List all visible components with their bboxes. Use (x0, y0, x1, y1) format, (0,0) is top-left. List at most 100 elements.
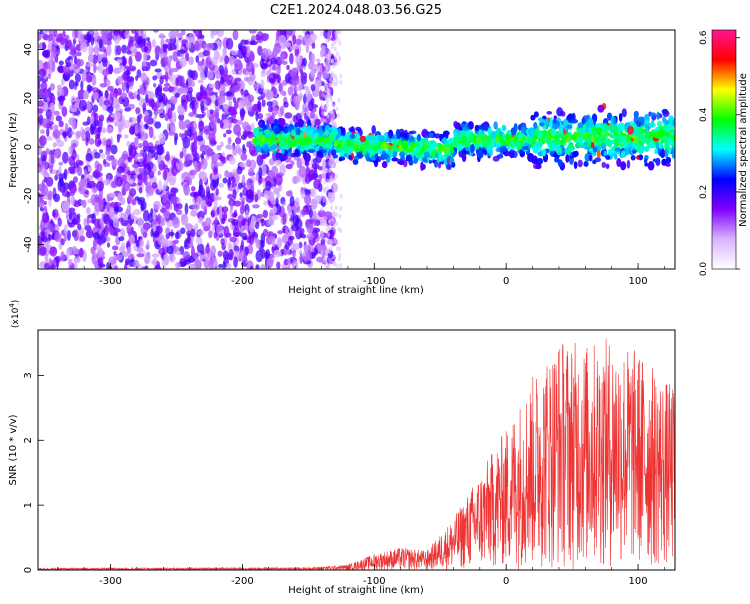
spectrogram-cell (140, 72, 148, 83)
spectrogram-cell (331, 149, 337, 156)
spectrogram-cell (179, 151, 184, 159)
spectrogram-cell (240, 225, 249, 230)
spectrogram-cell (567, 113, 575, 123)
spectrogram-cell (105, 149, 111, 156)
spectrogram-cell (72, 143, 77, 148)
spectrogram-cell (211, 55, 219, 66)
spectrogram-cell (137, 181, 143, 186)
spectrogram-cell (43, 97, 47, 102)
spectrogram-cell (240, 109, 245, 122)
spectrogram-cell (195, 236, 203, 245)
spectrogram-cell (206, 190, 211, 199)
spectrogram-cell (72, 176, 78, 183)
spectrogram-cell (556, 146, 563, 156)
spectrogram-cell (172, 216, 180, 229)
spectrogram-cell (199, 30, 203, 38)
spectrogram-cell (83, 217, 87, 227)
spectrogram-cell (333, 39, 337, 45)
spectrogram-cell (313, 178, 321, 190)
spectrogram-cell (487, 127, 492, 134)
spectrogram-cell (237, 148, 243, 156)
spectrogram-cell (474, 124, 480, 132)
spectrogram-cell (91, 254, 96, 265)
spectrogram-cell (381, 161, 388, 169)
spectrogram-cell (193, 191, 199, 199)
spectrogram-cell (247, 76, 254, 86)
spectrogram-cell (223, 235, 228, 247)
spectrogram-cell (299, 252, 303, 264)
spectrogram-cell (239, 162, 247, 168)
spectrogram-cell (172, 157, 176, 165)
spectrogram-cell (214, 111, 219, 123)
spectrogram-cell (136, 246, 144, 253)
spectrogram-cell (143, 51, 147, 64)
spectrogram-cell (320, 207, 324, 213)
spectrogram-cell (233, 231, 241, 238)
spectrogram-cell (52, 210, 56, 217)
spectrogram-cell (146, 161, 154, 170)
spectrogram-cell (546, 110, 553, 115)
spectrogram-cell (246, 237, 250, 244)
spectrogram-cell (182, 136, 191, 149)
spectrogram-cell (348, 127, 355, 132)
spectrogram-cell (219, 141, 224, 148)
spectrogram-cell (58, 242, 63, 250)
spectrogram-cell (289, 217, 294, 222)
spectrogram-cell (38, 42, 43, 51)
spectrogram-cell (80, 133, 87, 140)
spectrogram-cell (278, 120, 286, 127)
spectrogram-cell (75, 154, 80, 161)
spectrogram-cell (85, 207, 91, 215)
spectrogram-cell (104, 90, 109, 98)
spectrogram-cell (352, 158, 359, 165)
spectrogram-cell (200, 158, 208, 170)
spectrogram-cell (255, 264, 260, 269)
spectrogram-cell (202, 90, 207, 99)
spectrogram-cell (94, 30, 99, 41)
spectrogram-cell (178, 107, 186, 116)
spectrogram-cell (83, 34, 91, 41)
spectrogram-cell (257, 112, 264, 120)
spectrogram-cell (488, 146, 493, 157)
spectrogram-cell (234, 63, 239, 74)
spectrogram-cell (53, 231, 62, 243)
spectrogram-cell (42, 212, 50, 224)
spectrogram-cell (180, 121, 187, 131)
spectrogram-cell (334, 55, 338, 61)
spectrogram-cell (302, 103, 309, 108)
spectrogram-cell (58, 161, 64, 166)
spectrogram-cell (442, 130, 450, 136)
spectrogram-cell (583, 161, 589, 167)
spectrogram-cell (194, 223, 199, 231)
spectrogram-cell (236, 131, 242, 138)
spectrogram-cell (121, 44, 127, 54)
spectrogram-cell (200, 250, 205, 255)
spectrogram-cell (272, 106, 279, 116)
spectrogram-cell (648, 112, 657, 117)
spectrogram-cell (287, 257, 291, 269)
spectrogram-cell (249, 159, 257, 170)
spectrogram-cell (196, 135, 204, 142)
spectrogram-cell (106, 39, 112, 46)
spectrogram-cell (218, 204, 223, 217)
spectrogram-cell (48, 33, 53, 42)
spectrogram-cell (338, 156, 343, 162)
spectrogram-cell (324, 260, 328, 266)
spectrogram-cell (196, 212, 201, 219)
spectrogram-cell (245, 189, 253, 200)
spectrogram-cell (228, 55, 236, 65)
spectrogram-cell (304, 194, 312, 206)
spectrogram-cell (228, 76, 234, 81)
spectrogram-cell (331, 79, 335, 85)
spectrogram-cell (295, 54, 303, 66)
spectrogram-cell (190, 228, 196, 238)
spectrogram-cell (236, 119, 243, 126)
spectrogram-cell (140, 125, 145, 133)
spectrogram-cell (300, 227, 305, 235)
spectrogram-cell (390, 138, 396, 143)
spectrogram-cell (242, 235, 248, 241)
spectrogram-cell (117, 217, 125, 223)
spectrogram-cell (180, 227, 186, 235)
spectrogram-cell (233, 245, 240, 253)
spectrogram-cell (135, 239, 141, 248)
